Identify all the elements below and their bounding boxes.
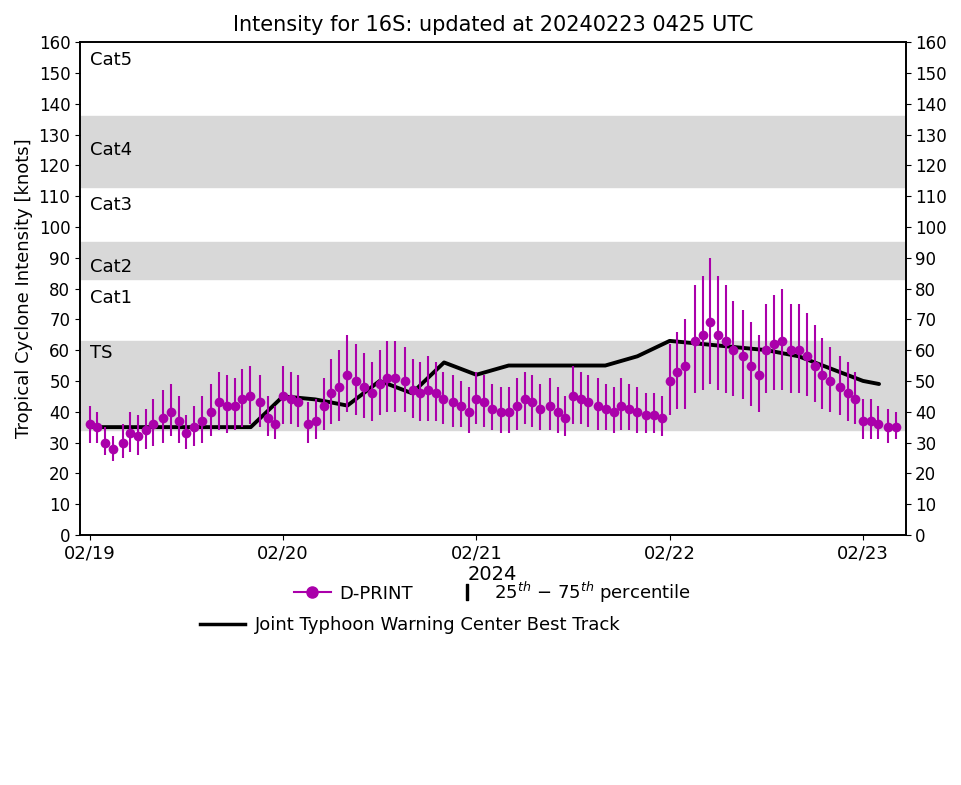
Bar	[80, 42, 904, 113]
Text: Cat2: Cat2	[89, 257, 132, 276]
Bar	[80, 190, 904, 239]
X-axis label: 2024: 2024	[468, 565, 517, 584]
Bar	[80, 283, 904, 338]
Text: Cat3: Cat3	[89, 196, 132, 214]
Text: Cat5: Cat5	[89, 51, 132, 69]
Bar	[80, 243, 904, 279]
Bar	[80, 341, 904, 430]
Text: TS: TS	[89, 344, 112, 362]
Y-axis label: Tropical Cyclone Intensity [knots]: Tropical Cyclone Intensity [knots]	[15, 139, 33, 438]
Text: Cat1: Cat1	[89, 289, 132, 306]
Title: Intensity for 16S: updated at 20240223 0425 UTC: Intensity for 16S: updated at 20240223 0…	[233, 15, 752, 35]
Text: Cat4: Cat4	[89, 141, 132, 159]
Bar	[80, 116, 904, 187]
Bar	[80, 430, 904, 535]
Legend: Joint Typhoon Warning Center Best Track: Joint Typhoon Warning Center Best Track	[193, 609, 627, 641]
